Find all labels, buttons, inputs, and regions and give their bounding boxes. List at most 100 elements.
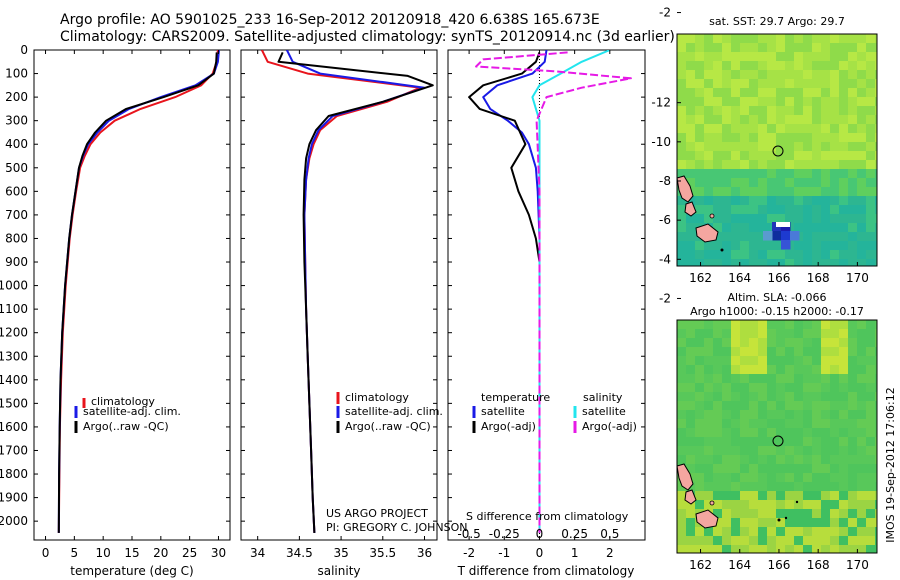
map-cell xyxy=(713,133,723,143)
map-cell xyxy=(866,70,876,80)
map-cell xyxy=(794,223,804,233)
map-cell xyxy=(722,160,732,170)
map-cell xyxy=(875,428,877,438)
map-cell xyxy=(857,428,867,438)
map-cell xyxy=(767,79,777,89)
map-cell xyxy=(830,178,840,188)
map-cell xyxy=(776,401,786,411)
map-cell xyxy=(812,241,822,251)
s-argo-line xyxy=(475,51,632,533)
map-cell xyxy=(740,250,750,260)
map-cell xyxy=(821,250,831,260)
map-cell xyxy=(758,482,768,492)
map-cell xyxy=(713,428,723,438)
map-cell xyxy=(812,428,822,438)
map-cell xyxy=(713,338,723,348)
map-cell xyxy=(875,356,877,366)
map-cell xyxy=(749,79,759,89)
legend-clim-label: climatology xyxy=(91,395,155,408)
map-cell xyxy=(704,106,714,116)
map-cell xyxy=(785,338,795,348)
map-cell xyxy=(767,223,777,233)
map-cell xyxy=(839,347,849,357)
map-cell xyxy=(830,392,840,402)
map-lat-label: -2 xyxy=(659,6,671,20)
map-cell xyxy=(794,527,804,537)
map-cell xyxy=(758,464,768,474)
map-cell xyxy=(866,160,876,170)
map-cell xyxy=(857,160,867,170)
map-cell xyxy=(677,106,687,116)
map-cell xyxy=(839,79,849,89)
map-cell xyxy=(767,52,777,62)
difference-x-axes: -2 -1 0 1 2 -0.5 -0.25 0 0.25 0.5 xyxy=(457,50,619,560)
map-cell xyxy=(875,518,877,528)
map-cell xyxy=(704,491,714,501)
map-cell xyxy=(740,392,750,402)
map-cell xyxy=(713,106,723,116)
map-cell xyxy=(839,320,849,330)
map-cell xyxy=(713,401,723,411)
map-cell xyxy=(686,545,696,553)
map-cell xyxy=(776,383,786,393)
map-cell xyxy=(695,536,705,546)
map-cell xyxy=(785,142,795,152)
map-cell xyxy=(875,34,877,44)
map-cell xyxy=(713,196,723,206)
map-cell xyxy=(749,320,759,330)
map-cell xyxy=(866,509,876,519)
map-cell xyxy=(749,365,759,375)
map-cell xyxy=(794,142,804,152)
map-cell xyxy=(758,509,768,519)
map-cell xyxy=(848,187,858,197)
map-cell xyxy=(812,401,822,411)
map-cell xyxy=(695,241,705,251)
map-cell xyxy=(785,356,795,366)
map-cell xyxy=(848,338,858,348)
map-cell xyxy=(767,106,777,116)
map-cell xyxy=(857,124,867,134)
map-cell xyxy=(686,410,696,420)
map-cell xyxy=(740,133,750,143)
map-cell xyxy=(812,545,822,553)
map-cell xyxy=(803,518,813,528)
map-cell xyxy=(767,70,777,80)
map-cell xyxy=(866,214,876,224)
map-cell xyxy=(848,545,858,553)
map-cell xyxy=(794,115,804,125)
map-cell xyxy=(839,419,849,429)
map-cell xyxy=(794,347,804,357)
map-cell xyxy=(749,178,759,188)
map-cell xyxy=(740,329,750,339)
map-cell xyxy=(695,196,705,206)
map-cell xyxy=(794,428,804,438)
map-cell xyxy=(857,464,867,474)
map-cell xyxy=(776,34,786,44)
map-cell xyxy=(875,97,877,107)
s-difference-label: S difference from climatology xyxy=(466,510,629,523)
map-cell xyxy=(731,473,741,483)
map-cell xyxy=(722,124,732,134)
map-cell xyxy=(749,232,759,242)
map-cell xyxy=(794,392,804,402)
map-cell xyxy=(749,527,759,537)
map-cell xyxy=(848,473,858,483)
sst-map-title: sat. SST: 29.7 Argo: 29.7 xyxy=(709,15,845,28)
depth-tick-label: 600 xyxy=(5,184,28,198)
map-cell xyxy=(776,250,786,260)
map-cell xyxy=(857,250,867,260)
map-cell xyxy=(740,365,750,375)
map-cell xyxy=(704,70,714,80)
map-cell xyxy=(875,455,877,465)
map-cell xyxy=(848,34,858,44)
map-cell xyxy=(839,455,849,465)
map-cell xyxy=(848,241,858,251)
map-cell xyxy=(866,545,876,553)
map-cell xyxy=(740,482,750,492)
map-cell xyxy=(785,196,795,206)
map-cell xyxy=(821,401,831,411)
map-cell xyxy=(686,419,696,429)
map-cell xyxy=(704,196,714,206)
map-cell xyxy=(677,34,687,44)
map-cell xyxy=(758,500,768,510)
